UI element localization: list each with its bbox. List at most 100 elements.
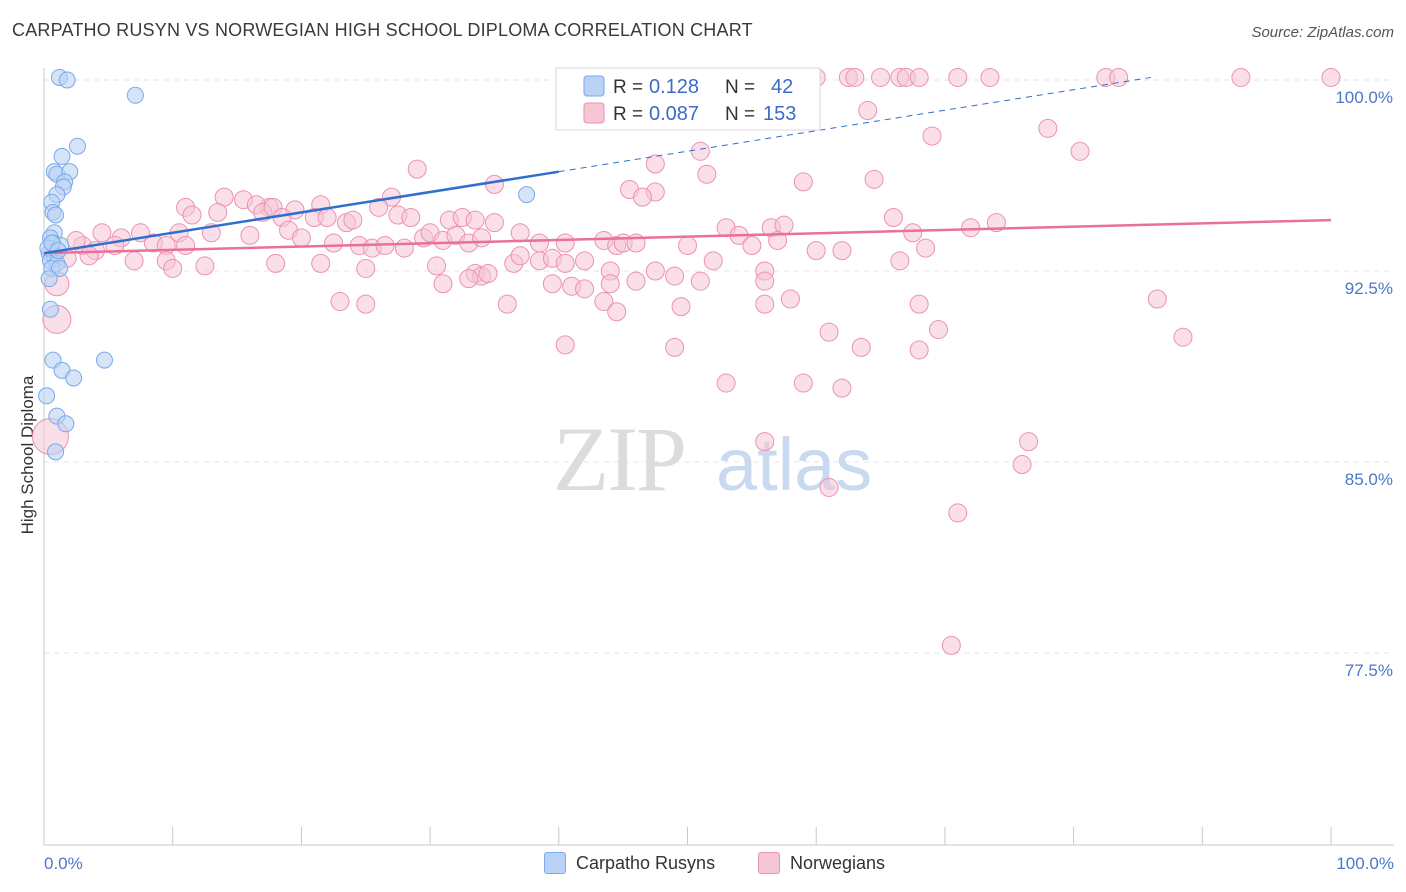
y-tick-labels: 100.0% 92.5% 85.0% 77.5% (1335, 88, 1393, 680)
norwegians-point (311, 253, 331, 273)
legend-box: R = 0.128 N = 42 R = 0.087 N = 153 (555, 67, 821, 131)
legend-swatch-pink (583, 102, 605, 124)
norwegians-point (742, 236, 762, 256)
x-tick-label-min: 0.0% (44, 854, 83, 873)
y-tick-label: 92.5% (1345, 279, 1393, 298)
legend-n-value-2: 153 (763, 103, 796, 125)
norwegians-point (986, 213, 1006, 233)
norwegians-point (427, 256, 447, 276)
legend-n-label-1: N = (725, 77, 755, 98)
norwegians-point (883, 208, 903, 228)
norwegians-point (864, 169, 884, 189)
norwegians-point (401, 208, 421, 228)
norwegians-point (459, 269, 479, 289)
bottom-legend-norwegians[interactable]: Norwegians (758, 852, 885, 874)
norwegians-point (903, 223, 923, 243)
carpatho-rusyns-point (126, 86, 144, 104)
norwegians-point (948, 67, 968, 87)
axes (43, 68, 1394, 846)
norwegians-point (980, 67, 1000, 87)
y-tick-label: 77.5% (1345, 661, 1393, 680)
norwegians-point (916, 238, 936, 258)
carpatho-rusyns-point (40, 270, 58, 288)
norwegians-trend-line (43, 218, 1332, 255)
norwegians-point (858, 101, 878, 121)
carpatho-rusyns-point (53, 147, 71, 165)
norwegians-point (819, 477, 839, 497)
norwegians-point (529, 233, 549, 253)
carpatho-trend-line (43, 170, 559, 255)
norwegians-point (755, 294, 775, 314)
norwegians-point (948, 503, 968, 523)
y-tick-label: 85.0% (1345, 470, 1393, 489)
norwegians-point (484, 174, 504, 194)
legend-r-label-1: R = (613, 77, 643, 98)
norwegians-point (433, 274, 453, 294)
norwegians-point (806, 241, 826, 261)
x-tick-label-max: 100.0% (1336, 854, 1394, 873)
norwegians-point (369, 197, 389, 217)
norwegians-point (928, 320, 948, 340)
norwegians-point (594, 292, 614, 312)
bottom-legend-label-norwegians: Norwegians (790, 852, 886, 873)
norwegians-point (1038, 118, 1058, 138)
norwegians-point (1231, 67, 1251, 87)
norwegians-point (768, 230, 788, 250)
norwegians-point (600, 274, 620, 294)
legend-r-value-2: 0.087 (649, 103, 699, 125)
norwegians-point (961, 218, 981, 238)
norwegians-point (626, 271, 646, 291)
norwegians-point (851, 337, 871, 357)
norwegians-point (678, 236, 697, 256)
norwegians-point (832, 378, 852, 398)
norwegians-point (922, 126, 942, 146)
carpatho-rusyns-point (50, 259, 68, 277)
norwegians-point (941, 635, 961, 655)
norwegians-point (324, 233, 344, 253)
norwegians-point (832, 241, 852, 261)
chart-source: Source: ZipAtlas.com (1251, 24, 1394, 41)
legend-n-value-1: 42 (771, 76, 793, 98)
norwegians-point (208, 202, 228, 222)
legend-r-value-1: 0.128 (649, 76, 699, 98)
norwegians-point (92, 223, 112, 243)
chart-title: CARPATHO RUSYN VS NORWEGIAN HIGH SCHOOL … (12, 20, 753, 40)
norwegians-point (124, 251, 144, 271)
norwegians-point (793, 172, 813, 192)
norwegians-point (356, 258, 376, 278)
norwegians-point (163, 258, 183, 278)
carpatho-rusyns-point (47, 206, 65, 224)
norwegians-point (465, 210, 485, 230)
norwegians-point (555, 335, 575, 355)
norwegians-point (478, 264, 498, 284)
norwegians-point (317, 208, 337, 228)
norwegians-point (690, 271, 710, 291)
norwegians-point (176, 236, 196, 256)
norwegians-points (31, 67, 1341, 655)
trend-lines (43, 76, 1332, 255)
norwegians-point (819, 322, 839, 342)
norwegians-point (755, 271, 775, 291)
carpatho-rusyns-point (68, 137, 86, 155)
norwegians-point (394, 238, 414, 258)
norwegians-point (484, 213, 504, 233)
norwegians-point (645, 261, 665, 281)
bottom-legend-carpatho[interactable]: Carpatho Rusyns (544, 852, 715, 874)
norwegians-point (755, 432, 775, 452)
legend-r-label-2: R = (613, 104, 643, 125)
norwegians-point (542, 274, 562, 294)
norwegians-point (1070, 141, 1090, 161)
norwegians-point (575, 251, 595, 271)
y-tick-label: 100.0% (1335, 88, 1393, 107)
carpatho-rusyns-point (57, 415, 75, 433)
norwegians-point (909, 67, 929, 87)
norwegians-point (472, 228, 492, 248)
carpatho-rusyns-point (41, 300, 59, 318)
watermark-zip: ZIP (553, 408, 685, 510)
legend-swatch-blue (583, 75, 605, 97)
norwegians-point (871, 67, 891, 87)
norwegians-point (510, 246, 530, 266)
norwegians-point (356, 294, 376, 314)
carpatho-rusyns-point (65, 369, 83, 387)
